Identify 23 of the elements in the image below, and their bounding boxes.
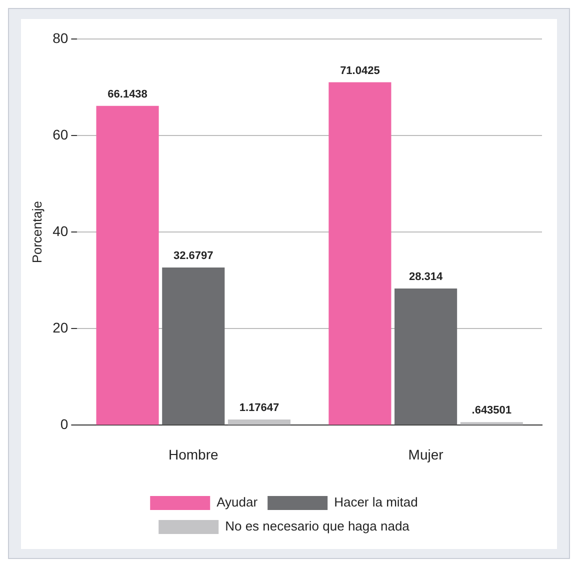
x-tick-label: Hombre [168,446,218,462]
data-label: 71.0425 [340,64,380,77]
y-tick-label: 0 [60,416,68,432]
legend-label: Hacer la mitad [334,494,418,510]
bar [394,288,458,425]
data-label: 1.17647 [239,402,280,414]
y-axis-title: Porcentaje [29,201,44,264]
y-tick-label: 20 [52,320,68,336]
y-tick-label: 40 [52,222,68,239]
data-label: 32.6797 [173,250,214,262]
legend-label: Ayudar [216,494,258,510]
y-tick-label: 60 [52,126,68,142]
bar [228,420,291,425]
data-label: 28.314 [408,271,444,284]
bar [460,422,523,425]
bar [162,267,225,425]
bar [96,106,159,425]
legend-label: No es necesario que haga nada [225,518,410,534]
y-tick-label: 80 [52,30,68,46]
data-label: .643501 [472,404,512,417]
bar [328,82,392,425]
data-label: 66.1438 [108,88,148,100]
x-tick-label: Mujer [408,446,444,462]
